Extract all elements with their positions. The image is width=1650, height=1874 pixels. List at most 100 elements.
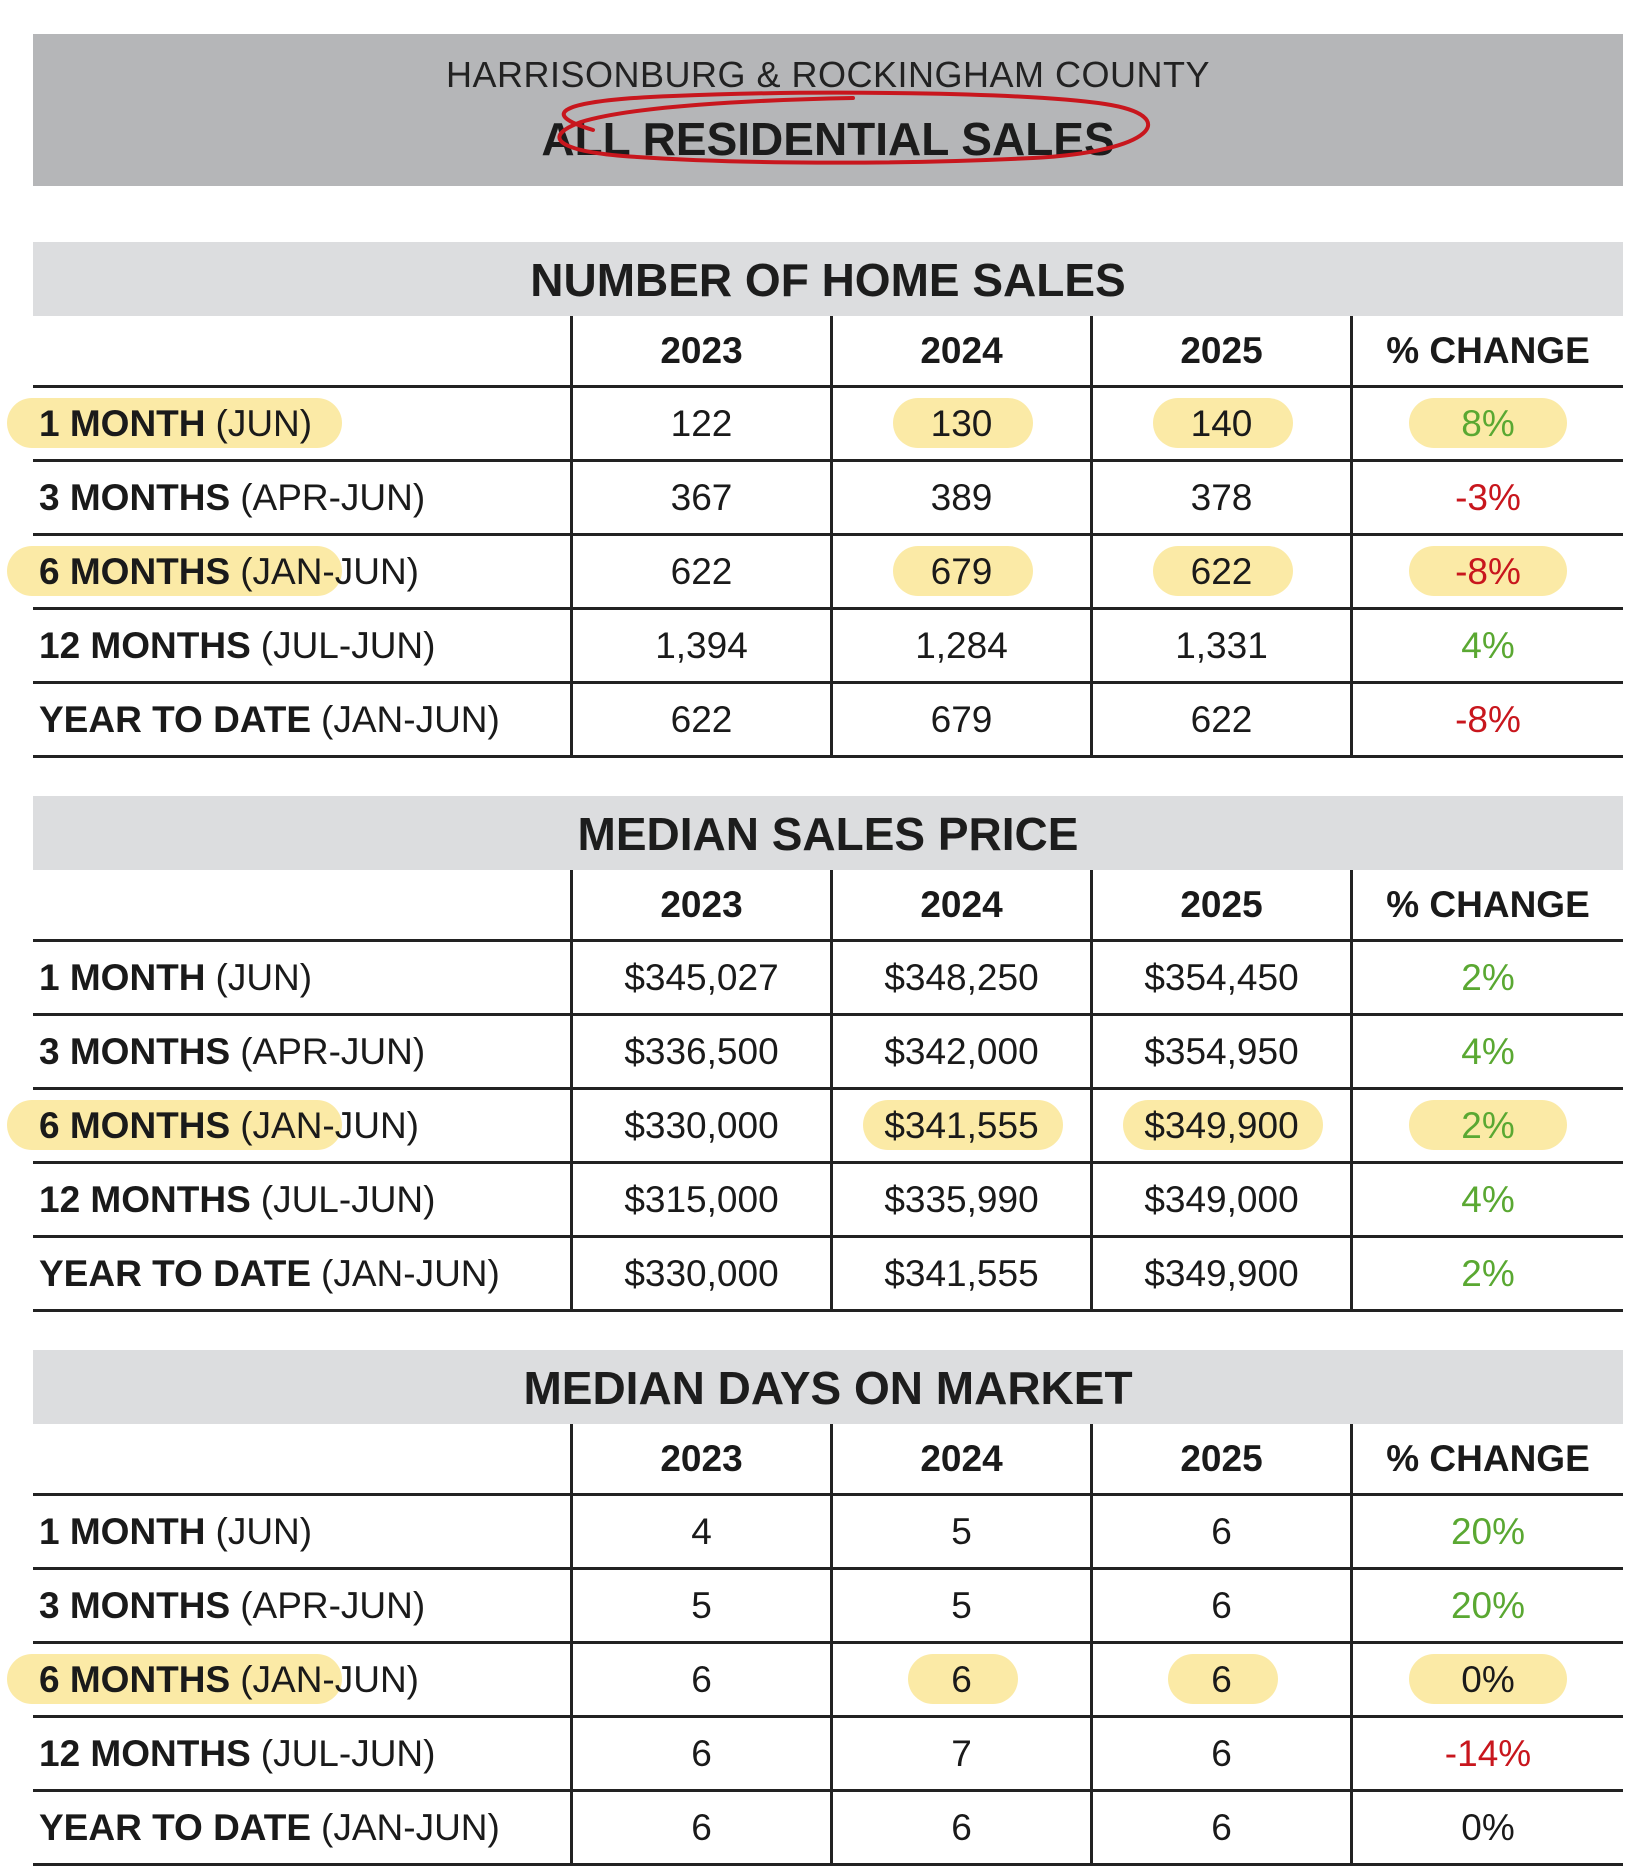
value-percent-change: 4% [1350,1164,1623,1235]
cell-value: $335,990 [884,1178,1039,1220]
percent-change: -8% [1455,550,1521,592]
value-percent-change: -14% [1350,1718,1623,1789]
value-2024: 679 [830,684,1090,755]
cell-value: 6 [691,1806,712,1848]
value-2023: $345,027 [570,942,830,1013]
header-blank [33,316,570,385]
percent-change: 0% [1461,1658,1515,1700]
row-label-range: (JAN-JUN) [240,1658,419,1700]
value-2025: 6 [1090,1496,1350,1567]
row-label-period: 1 MONTH [39,402,206,444]
cell-value: $354,450 [1144,956,1299,998]
row-label-range: (JAN-JUN) [321,1806,500,1848]
value-2024: 679 [830,536,1090,607]
percent-change: -14% [1444,1732,1532,1774]
cell-value: 6 [951,1806,972,1848]
value-2024: $341,555 [830,1238,1090,1309]
header-blank [33,1424,570,1493]
table-median-sales-price: MEDIAN SALES PRICE 2023 2024 2025% CHANGE 1 … [7,796,1623,1312]
cell-value: $349,900 [1144,1252,1299,1294]
value-percent-change: 2% [1350,942,1623,1013]
percent-change: 0% [1461,1806,1515,1848]
row-label: 12 MONTHS (JUL-JUN) [33,610,570,681]
value-2023: $336,500 [570,1016,830,1087]
row-label-range: (JAN-JUN) [240,550,419,592]
cell-value: 622 [1190,698,1253,740]
cell-value: 622 [1190,550,1253,592]
value-2024: $335,990 [830,1164,1090,1235]
cell-value: $349,900 [1144,1104,1299,1146]
cell-value: 6 [1211,1732,1232,1774]
row-label-range: (JUN) [215,402,313,444]
cell-value: $341,555 [884,1252,1039,1294]
value-percent-change: -3% [1350,462,1623,533]
percent-change: 4% [1461,1030,1515,1072]
value-percent-change: 0% [1350,1792,1623,1863]
cell-value: 122 [670,402,733,444]
value-percent-change: -8% [1350,684,1623,755]
value-2024: 6 [830,1644,1090,1715]
table-median-days-on-market: MEDIAN DAYS ON MARKET 2023 2024 2025% CHANG… [7,1350,1623,1866]
value-2023: 367 [570,462,830,533]
highlighter-mark [7,1100,342,1150]
value-percent-change: 4% [1350,610,1623,681]
row-label: 6 MONTHS (JAN-JUN) [7,1090,570,1161]
value-2025: $349,900 [1090,1090,1350,1161]
value-2024: $341,555 [830,1090,1090,1161]
data-table: 2023 2024 2025% CHANGE 1 MONTH (JUN) 122 130 14… [7,316,1623,758]
value-2025: 6 [1090,1570,1350,1641]
cell-value: $345,027 [624,956,779,998]
table-row: 3 MONTHS (APR-JUN) $336,500 $342,000 $354,95… [33,1016,1623,1090]
value-2023: 4 [570,1496,830,1567]
table-row: YEAR TO DATE (JAN-JUN) 6 6 6 0% [33,1792,1623,1866]
row-label-period: 12 MONTHS [39,1178,251,1220]
percent-change: -8% [1455,698,1521,740]
row-label-range: (JAN-JUN) [240,1104,419,1146]
value-2024: $348,250 [830,942,1090,1013]
table-row: YEAR TO DATE (JAN-JUN) $330,000 $341,555 $34… [33,1238,1623,1312]
cell-value: 389 [930,476,993,518]
report-banner: HARRISONBURG & ROCKINGHAM COUNTY ALL RES… [33,34,1623,186]
row-label-period: 6 MONTHS [39,1658,231,1700]
header-blank [33,870,570,939]
percent-change: 8% [1461,402,1515,444]
value-2024: 5 [830,1496,1090,1567]
cell-value: 6 [951,1658,972,1700]
column-header-2024: 2024 [830,316,1090,385]
row-label-period: 1 MONTH [39,1510,206,1552]
section-title: NUMBER OF HOME SALES [33,242,1623,316]
row-label-range: (APR-JUN) [240,476,426,518]
table-number-of-home-sales: NUMBER OF HOME SALES 2023 2024 2025% CHANGE… [7,242,1623,758]
row-label-period: 1 MONTH [39,956,206,998]
cell-value: 5 [951,1584,972,1626]
row-label-period: 3 MONTHS [39,476,231,518]
value-2024: 5 [830,1570,1090,1641]
value-2024: 389 [830,462,1090,533]
column-header-2025: 2025 [1090,316,1350,385]
banner-subtitle: HARRISONBURG & ROCKINGHAM COUNTY [445,54,1211,95]
cell-value: 622 [670,550,733,592]
value-2024: 130 [830,388,1090,459]
column-header-2023: 2023 [570,1424,830,1493]
row-label-period: 6 MONTHS [39,550,231,592]
cell-value: $342,000 [884,1030,1039,1072]
table-row: 1 MONTH (JUN) 122 130 140 8% [7,388,1623,462]
table-row: 6 MONTHS (JAN-JUN) $330,000 $341,555 $349,90… [7,1090,1623,1164]
column-header-2023: 2023 [570,870,830,939]
row-label: 12 MONTHS (JUL-JUN) [33,1164,570,1235]
row-label-period: 6 MONTHS [39,1104,231,1146]
column-header-2025: 2025 [1090,870,1350,939]
value-2023: $330,000 [570,1238,830,1309]
row-label: 1 MONTH (JUN) [33,1496,570,1567]
cell-value: 6 [1211,1658,1232,1700]
value-percent-change: -8% [1350,536,1623,607]
cell-value: 6 [691,1658,712,1700]
highlighter-mark [1409,398,1567,448]
row-label-range: (JAN-JUN) [321,698,500,740]
highlighter-mark [1153,546,1293,596]
row-label-period: 3 MONTHS [39,1030,231,1072]
row-label-range: (JUL-JUN) [260,1178,436,1220]
value-2023: 122 [570,388,830,459]
value-2023: 1,394 [570,610,830,681]
table-row: 1 MONTH (JUN) $345,027 $348,250 $354,450 2% [33,942,1623,1016]
